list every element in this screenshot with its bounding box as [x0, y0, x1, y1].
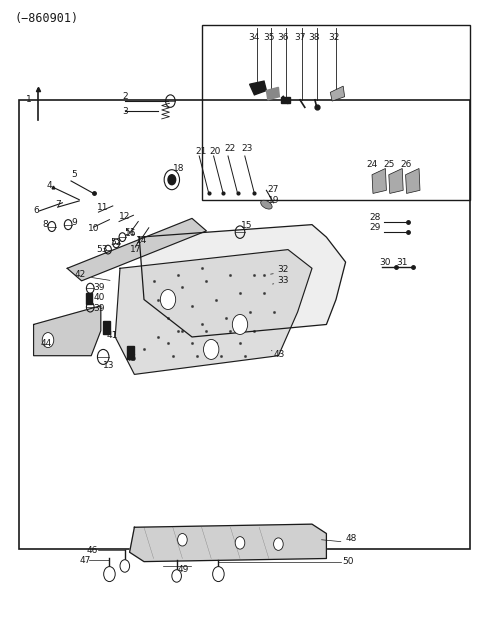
Circle shape	[274, 538, 283, 550]
Text: 21: 21	[196, 147, 207, 155]
Text: 15: 15	[241, 222, 252, 230]
Text: 33: 33	[277, 276, 289, 285]
Text: 14: 14	[136, 236, 147, 245]
Text: 44: 44	[41, 339, 52, 348]
Text: 35: 35	[263, 33, 275, 42]
Text: 3: 3	[122, 107, 128, 115]
Text: 39: 39	[94, 305, 105, 313]
Bar	[103, 321, 110, 334]
Polygon shape	[130, 524, 326, 562]
Polygon shape	[139, 225, 346, 337]
Text: 46: 46	[86, 546, 98, 555]
Circle shape	[164, 170, 180, 190]
Polygon shape	[250, 81, 266, 95]
Text: (−860901): (−860901)	[14, 12, 79, 25]
Text: 6: 6	[34, 207, 39, 215]
Polygon shape	[330, 86, 345, 101]
Text: 28: 28	[369, 213, 381, 222]
Text: 36: 36	[277, 33, 289, 42]
Text: 5: 5	[71, 170, 77, 179]
Text: 23: 23	[241, 144, 252, 153]
Text: 24: 24	[366, 160, 378, 168]
Text: 25: 25	[383, 160, 395, 168]
Text: 8: 8	[42, 220, 48, 229]
Ellipse shape	[261, 200, 272, 209]
Text: 34: 34	[249, 33, 260, 42]
Text: 39: 39	[94, 283, 105, 291]
Text: 53: 53	[96, 245, 108, 254]
Text: 13: 13	[103, 361, 115, 369]
Text: 41: 41	[107, 331, 118, 340]
Text: 52: 52	[110, 238, 122, 246]
Polygon shape	[34, 306, 101, 356]
Text: 11: 11	[97, 203, 108, 212]
Text: 30: 30	[379, 258, 391, 266]
Text: 19: 19	[268, 197, 279, 205]
Circle shape	[204, 339, 219, 359]
Polygon shape	[406, 168, 420, 193]
Text: 40: 40	[94, 293, 105, 301]
Text: 17: 17	[130, 245, 141, 254]
Circle shape	[168, 175, 176, 185]
Circle shape	[120, 560, 130, 572]
Text: 12: 12	[119, 212, 131, 221]
Polygon shape	[389, 168, 403, 193]
Bar	[202, 25, 470, 200]
Text: 18: 18	[173, 164, 184, 173]
Text: 16: 16	[125, 230, 136, 238]
Circle shape	[235, 537, 245, 549]
Text: 45: 45	[126, 354, 137, 363]
Text: 22: 22	[225, 144, 236, 153]
Bar	[127, 346, 134, 359]
Polygon shape	[372, 168, 386, 193]
Text: 20: 20	[210, 147, 221, 155]
Text: 42: 42	[74, 270, 85, 279]
Text: 47: 47	[79, 556, 91, 565]
Circle shape	[172, 570, 181, 582]
Text: 7: 7	[55, 200, 61, 209]
Text: 10: 10	[88, 224, 99, 233]
Text: 27: 27	[268, 185, 279, 193]
Text: 2: 2	[122, 92, 128, 101]
Circle shape	[232, 314, 248, 334]
Text: 38: 38	[309, 33, 320, 42]
Polygon shape	[67, 218, 206, 281]
Bar	[19, 100, 470, 549]
Text: 50: 50	[342, 557, 354, 566]
Text: 49: 49	[178, 565, 189, 574]
Text: 51: 51	[124, 228, 135, 237]
Text: 48: 48	[346, 534, 357, 543]
Circle shape	[42, 333, 54, 348]
Circle shape	[178, 534, 187, 546]
Text: 1: 1	[26, 95, 32, 104]
Polygon shape	[115, 250, 312, 374]
Text: 32: 32	[277, 265, 289, 274]
Text: 43: 43	[274, 350, 285, 359]
Text: 31: 31	[396, 258, 408, 266]
Text: 9: 9	[71, 218, 77, 227]
Text: 32: 32	[328, 33, 339, 42]
Circle shape	[213, 567, 224, 582]
Circle shape	[160, 290, 176, 310]
Circle shape	[104, 567, 115, 582]
Text: 26: 26	[400, 160, 411, 168]
Polygon shape	[266, 87, 279, 100]
Bar	[86, 293, 92, 304]
Text: 29: 29	[369, 223, 381, 232]
Bar	[281, 97, 290, 103]
Text: 4: 4	[47, 181, 53, 190]
Text: 37: 37	[294, 33, 306, 42]
